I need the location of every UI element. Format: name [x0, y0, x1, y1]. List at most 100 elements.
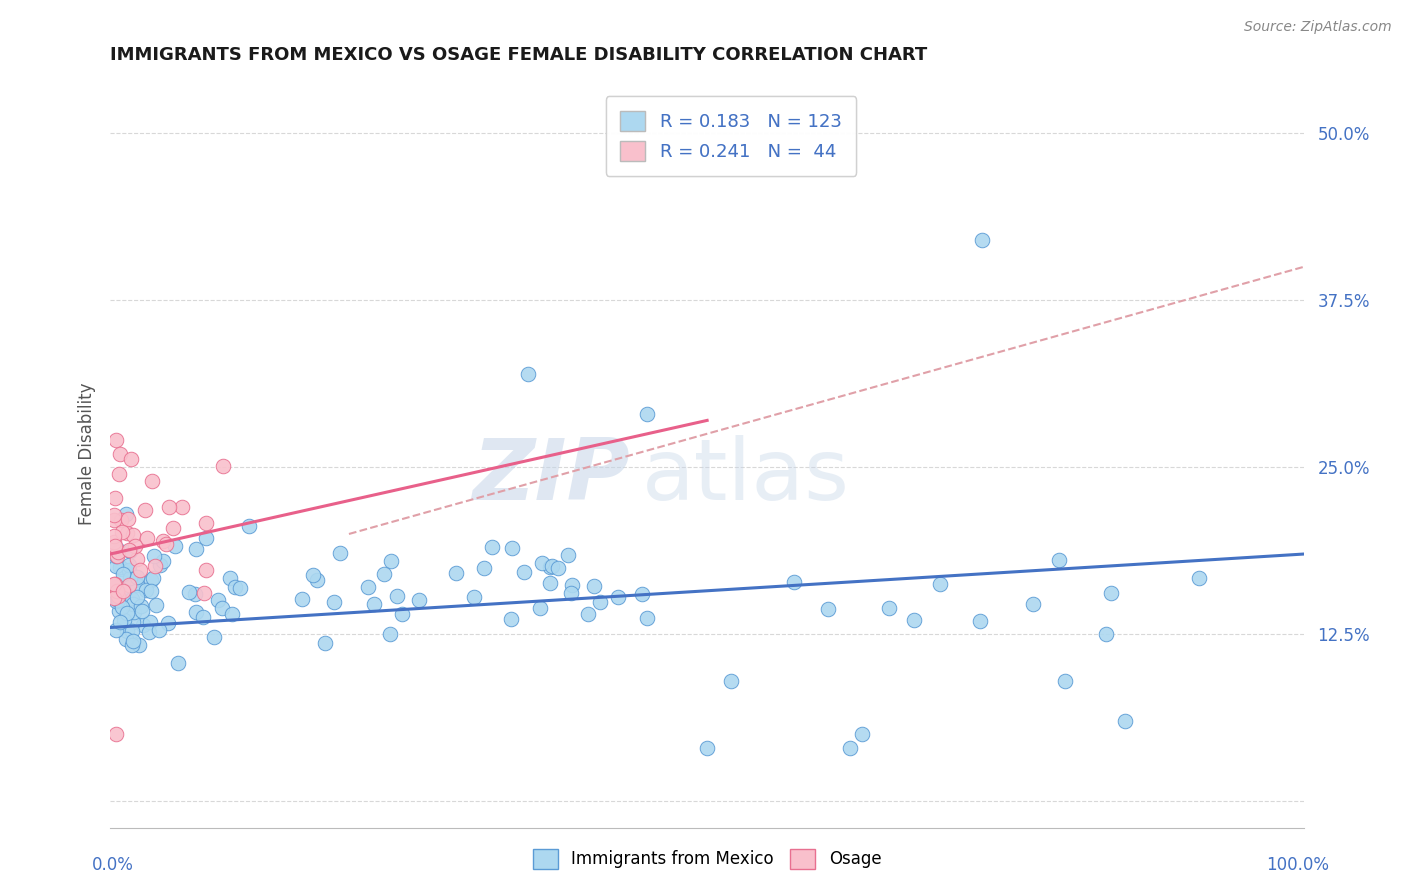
Point: [124, 573, 146, 587]
Point: [541, 559, 564, 574]
Point: [1054, 673, 1077, 688]
Point: [121, 624, 143, 639]
Point: [112, 613, 135, 627]
Point: [121, 638, 143, 652]
Point: [108, 447, 131, 461]
Point: [1094, 627, 1116, 641]
Point: [105, 727, 128, 741]
Point: [107, 604, 129, 618]
Point: [408, 592, 430, 607]
Point: [501, 611, 523, 625]
Point: [105, 547, 128, 561]
Point: [194, 563, 217, 577]
Point: [219, 571, 242, 585]
Point: [193, 585, 215, 599]
Point: [121, 592, 143, 607]
Point: [108, 560, 131, 574]
Point: [138, 625, 160, 640]
Point: [560, 585, 582, 599]
Point: [1047, 553, 1070, 567]
Point: [141, 584, 163, 599]
Point: [120, 452, 142, 467]
Point: [1099, 586, 1122, 600]
Point: [538, 560, 561, 574]
Point: [118, 543, 141, 558]
Point: [107, 593, 129, 607]
Point: [103, 578, 125, 592]
Point: [378, 627, 401, 641]
Point: [530, 556, 553, 570]
Point: [118, 558, 141, 573]
Point: [141, 474, 163, 488]
Point: [111, 562, 134, 576]
Point: [107, 467, 129, 481]
Point: [111, 525, 134, 540]
Point: [118, 544, 141, 558]
Point: [105, 594, 128, 608]
Point: [322, 595, 344, 609]
Point: [783, 574, 806, 589]
Point: [104, 576, 127, 591]
Point: [238, 519, 260, 533]
Point: [122, 634, 145, 648]
Legend: R = 0.183   N = 123, R = 0.241   N =  44: R = 0.183 N = 123, R = 0.241 N = 44: [606, 96, 856, 176]
Point: [631, 586, 654, 600]
Y-axis label: Female Disability: Female Disability: [79, 383, 96, 525]
Point: [474, 561, 496, 575]
Point: [111, 584, 134, 599]
Point: [122, 597, 145, 611]
Point: [117, 578, 139, 592]
Point: [582, 579, 605, 593]
Text: atlas: atlas: [641, 434, 849, 517]
Point: [329, 546, 352, 560]
Point: [105, 580, 128, 594]
Point: [929, 576, 952, 591]
Point: [104, 539, 127, 553]
Point: [145, 598, 167, 612]
Point: [302, 568, 325, 582]
Point: [517, 367, 540, 381]
Point: [184, 542, 207, 557]
Text: 0.0%: 0.0%: [91, 855, 134, 873]
Point: [143, 549, 166, 564]
Text: IMMIGRANTS FROM MEXICO VS OSAGE FEMALE DISABILITY CORRELATION CHART: IMMIGRANTS FROM MEXICO VS OSAGE FEMALE D…: [110, 46, 928, 64]
Point: [103, 491, 125, 505]
Text: ZIP: ZIP: [472, 434, 630, 517]
Point: [165, 539, 187, 553]
Point: [107, 545, 129, 559]
Point: [184, 587, 207, 601]
Point: [463, 590, 485, 604]
Point: [202, 630, 225, 644]
Point: [103, 513, 125, 527]
Point: [117, 512, 139, 526]
Point: [186, 605, 208, 619]
Point: [128, 638, 150, 652]
Point: [125, 590, 148, 604]
Point: [124, 539, 146, 553]
Point: [105, 559, 128, 574]
Point: [513, 565, 536, 579]
Point: [194, 516, 217, 530]
Point: [179, 584, 201, 599]
Point: [1114, 714, 1136, 728]
Point: [125, 570, 148, 584]
Point: [122, 527, 145, 541]
Point: [129, 563, 152, 577]
Point: [125, 578, 148, 592]
Point: [211, 459, 233, 474]
Point: [105, 549, 128, 563]
Point: [112, 567, 135, 582]
Point: [576, 607, 599, 621]
Point: [152, 533, 174, 548]
Point: [103, 543, 125, 558]
Point: [103, 508, 125, 523]
Point: [481, 540, 503, 554]
Point: [105, 549, 128, 564]
Point: [129, 599, 152, 613]
Point: [291, 592, 314, 607]
Point: [501, 541, 523, 555]
Point: [307, 574, 329, 588]
Point: [117, 581, 139, 595]
Point: [607, 590, 630, 604]
Point: [103, 535, 125, 549]
